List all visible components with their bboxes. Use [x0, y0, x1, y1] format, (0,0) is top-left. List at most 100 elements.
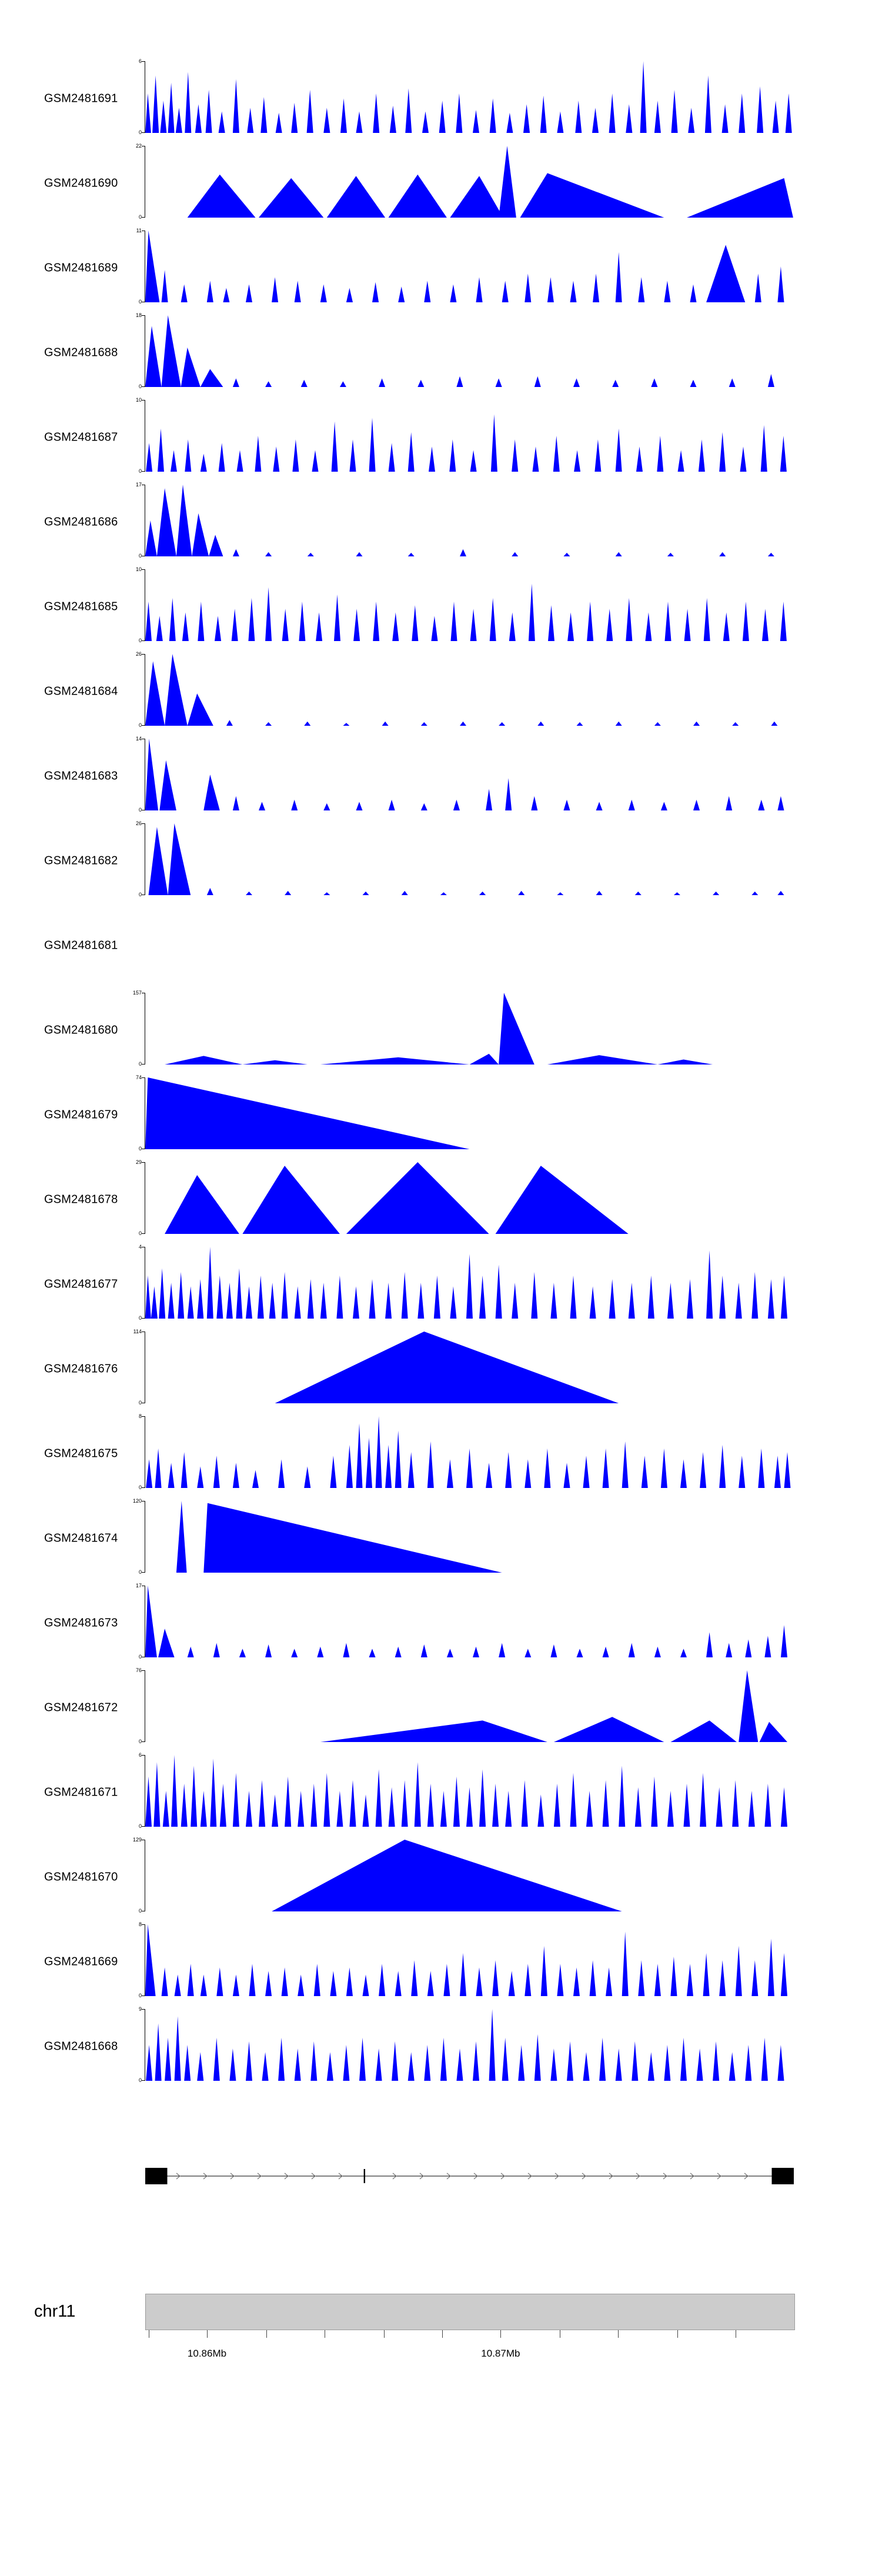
- y-axis-zero-label: 0: [138, 638, 142, 643]
- track-label: GSM2481681: [44, 939, 118, 952]
- y-axis-top-tick: [142, 1670, 145, 1671]
- ruler-tick: [266, 2330, 267, 2338]
- track-row: GSM2481668 9 0: [0, 2004, 882, 2089]
- coverage-chart: 76 0: [136, 1668, 794, 1744]
- strand-arrow-icon: [554, 2173, 559, 2180]
- y-axis-max-label: 74: [135, 1075, 142, 1080]
- track-row: GSM2481682 26 0: [0, 819, 882, 903]
- track-label: GSM2481673: [44, 1616, 118, 1630]
- coverage-area: [145, 1670, 794, 1742]
- coverage-area: [145, 1501, 794, 1573]
- track-row: GSM2481681: [0, 903, 882, 988]
- y-axis-max-label: 11: [136, 228, 142, 233]
- y-axis-max-label: 76: [135, 1667, 142, 1673]
- y-axis-max-label: 157: [132, 990, 142, 996]
- coverage-chart: 129 0: [133, 1837, 794, 1914]
- y-axis-max-label: 8: [138, 1413, 142, 1419]
- strand-arrow-icon: [717, 2173, 721, 2180]
- coverage-chart: 10 0: [136, 398, 794, 474]
- coverage-chart: 26 0: [136, 821, 794, 897]
- track-label: GSM2481689: [44, 261, 118, 275]
- strand-arrow-icon: [609, 2173, 613, 2180]
- ruler-tick-label: 10.86Mb: [187, 2348, 227, 2359]
- coverage-area: [145, 1840, 794, 1911]
- y-axis-top-tick: [142, 1924, 145, 1925]
- track-label: GSM2481668: [44, 2040, 118, 2053]
- track-row: GSM2481674 120 0: [0, 1496, 882, 1581]
- strand-arrow-icon: [446, 2173, 451, 2180]
- coverage-chart: 22 0: [136, 144, 794, 220]
- y-axis-max-label: 26: [135, 651, 142, 657]
- coverage-chart: 26 0: [136, 652, 794, 728]
- y-axis-top-tick: [142, 654, 145, 655]
- track-label: GSM2481676: [44, 1362, 118, 1376]
- track-row: GSM2481686 17 0: [0, 480, 882, 565]
- track-label: GSM2481671: [44, 1786, 118, 1799]
- coverage-chart: 14 0: [136, 736, 794, 813]
- y-axis-zero-label: 0: [138, 1823, 142, 1829]
- track-label: GSM2481680: [44, 1023, 118, 1037]
- y-axis-top-tick: [142, 1416, 145, 1417]
- y-axis-zero-label: 0: [138, 2077, 142, 2083]
- y-axis-bottom-tick: [142, 1318, 145, 1319]
- y-axis-max-label: 114: [133, 1329, 142, 1334]
- y-axis-zero-label: 0: [138, 214, 142, 220]
- coverage-area: [145, 739, 794, 810]
- y-axis-bottom-tick: [142, 1741, 145, 1742]
- tracks-container: GSM2481691 6 0 GSM2481690 22 0 GSM2481689 11 0 GS…: [0, 56, 882, 2089]
- coverage-chart: 29 0: [136, 1160, 794, 1236]
- strand-arrow-icon: [582, 2173, 586, 2180]
- track-label: GSM2481679: [44, 1108, 118, 1122]
- gene-model: [145, 2168, 794, 2184]
- y-axis-zero-label: 0: [138, 129, 142, 135]
- y-axis-max-label: 8: [138, 1921, 142, 1927]
- track-row: GSM2481678 29 0: [0, 1157, 882, 1242]
- coverage-chart: 17 0: [136, 482, 794, 559]
- track-row: GSM2481679 74 0: [0, 1073, 882, 1157]
- strand-arrow-icon: [636, 2173, 640, 2180]
- coverage-chart: 18 0: [136, 313, 794, 389]
- y-axis-bottom-tick: [142, 640, 145, 641]
- ruler-tick: [500, 2330, 502, 2338]
- track-label: GSM2481683: [44, 769, 118, 783]
- chromosome-label: chr11: [34, 2302, 76, 2321]
- y-axis-bottom-tick: [142, 217, 145, 218]
- track-row: GSM2481676 114 0: [0, 1327, 882, 1412]
- coverage-chart: 120 0: [133, 1499, 794, 1575]
- track-row: GSM2481688 18 0: [0, 311, 882, 395]
- y-axis-zero-label: 0: [138, 1739, 142, 1744]
- y-axis-max-label: 22: [135, 143, 142, 149]
- strand-arrow-icon: [663, 2173, 667, 2180]
- track-row: GSM2481672 76 0: [0, 1666, 882, 1750]
- track-row: GSM2481683 14 0: [0, 734, 882, 819]
- exon-tick: [363, 2169, 365, 2183]
- track-label: GSM2481674: [44, 1531, 118, 1545]
- y-axis-max-label: 10: [135, 397, 142, 403]
- strand-arrow-icon: [419, 2173, 424, 2180]
- coverage-area: [145, 485, 794, 556]
- track-row: GSM2481680 157 0: [0, 988, 882, 1073]
- y-axis-zero-label: 0: [138, 892, 142, 897]
- y-axis-zero-label: 0: [138, 1146, 142, 1152]
- track-label: GSM2481670: [44, 1870, 118, 1884]
- coverage-chart: 157 0: [133, 990, 794, 1067]
- coverage-area: [145, 823, 794, 895]
- strand-arrow-icon: [338, 2173, 343, 2180]
- ruler-tick: [618, 2330, 619, 2338]
- coverage-chart: 17 0: [136, 1583, 794, 1660]
- track-row: GSM2481673 17 0: [0, 1581, 882, 1666]
- coverage-area: [145, 1755, 794, 1827]
- y-axis-max-label: 129: [132, 1837, 142, 1843]
- y-axis-bottom-tick: [142, 386, 145, 387]
- coverage-area: [145, 1332, 794, 1403]
- coverage-chart: 114 0: [133, 1329, 794, 1406]
- track-label: GSM2481690: [44, 176, 118, 190]
- gene-model-track: [145, 2163, 794, 2189]
- track-label: GSM2481691: [44, 92, 118, 105]
- y-axis-zero-label: 0: [138, 1400, 142, 1406]
